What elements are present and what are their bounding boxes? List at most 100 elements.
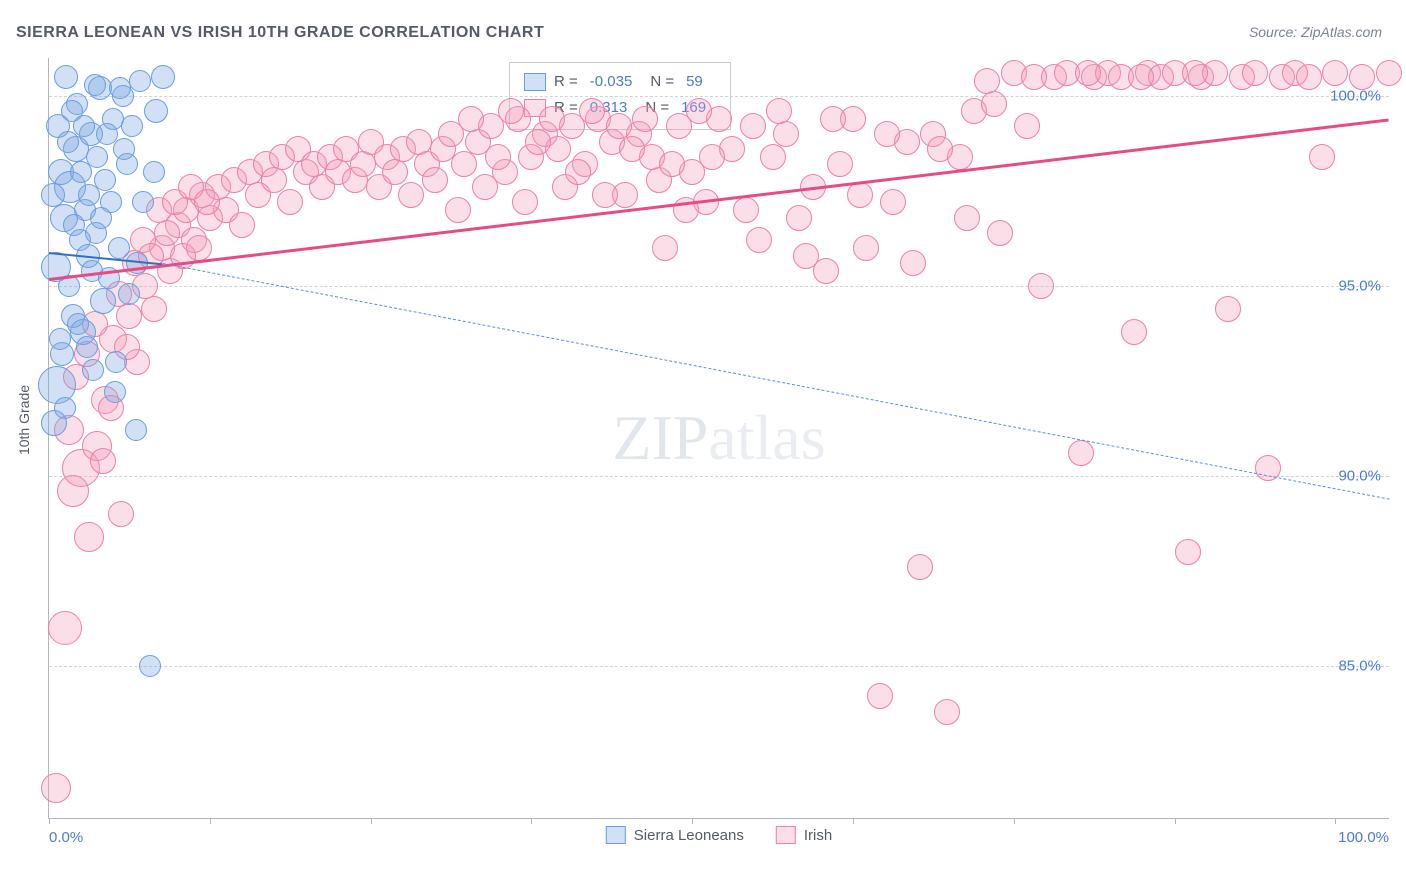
scatter-point-sierra (76, 336, 98, 358)
x-tick (853, 818, 854, 824)
scatter-point-irish (907, 554, 933, 580)
scatter-point-sierra (90, 288, 116, 314)
scatter-point-irish (1309, 144, 1335, 170)
scatter-point-irish (565, 159, 591, 185)
x-tick (49, 818, 50, 824)
scatter-point-irish (934, 699, 960, 725)
y-tick-label: 95.0% (1338, 278, 1381, 295)
scatter-point-irish (579, 98, 605, 124)
swatch-sierra (606, 826, 626, 844)
scatter-point-sierra (105, 351, 127, 373)
scatter-point-irish (954, 205, 980, 231)
scatter-point-irish (1021, 64, 1047, 90)
scatter-point-sierra (118, 283, 140, 305)
scatter-point-irish (498, 98, 524, 124)
scatter-point-irish (1296, 64, 1322, 90)
scatter-point-irish (686, 98, 712, 124)
scatter-point-irish (733, 197, 759, 223)
scatter-point-irish (154, 220, 180, 246)
y-axis-title: 10th Grade (16, 385, 32, 455)
scatter-point-irish (1175, 539, 1201, 565)
scatter-point-sierra (144, 99, 168, 123)
scatter-point-sierra (108, 237, 130, 259)
scatter-point-sierra (54, 65, 78, 89)
watermark-strong: ZIP (612, 402, 708, 473)
n-label: N = (650, 69, 674, 95)
scatter-point-irish (659, 151, 685, 177)
scatter-point-sierra (78, 184, 100, 206)
r-value-sierra: -0.035 (590, 69, 633, 95)
scatter-point-sierra (125, 419, 147, 441)
scatter-point-irish (699, 144, 725, 170)
scatter-point-irish (1322, 60, 1348, 86)
scatter-point-irish (900, 250, 926, 276)
scatter-point-sierra (67, 313, 89, 335)
scatter-point-irish (793, 243, 819, 269)
scatter-point-irish (229, 212, 255, 238)
legend-item-sierra: Sierra Leoneans (606, 826, 744, 844)
legend-label-irish: Irish (804, 827, 832, 844)
stats-row-sierra: R = -0.035 N = 59 (524, 69, 716, 95)
n-value-sierra: 59 (686, 69, 703, 95)
scatter-point-irish (853, 235, 879, 261)
scatter-point-sierra (84, 74, 106, 96)
series-legend: Sierra Leoneans Irish (606, 826, 832, 844)
scatter-point-sierra (113, 138, 135, 160)
scatter-point-irish (350, 151, 376, 177)
scatter-point-irish (740, 113, 766, 139)
scatter-point-irish (867, 683, 893, 709)
scatter-point-irish (1376, 60, 1402, 86)
gridline (49, 666, 1389, 667)
scatter-point-irish (108, 501, 134, 527)
legend-label-sierra: Sierra Leoneans (634, 827, 744, 844)
scatter-point-irish (619, 136, 645, 162)
scatter-point-irish (525, 129, 551, 155)
y-tick-label: 90.0% (1338, 468, 1381, 485)
scatter-point-sierra (132, 191, 154, 213)
scatter-point-irish (277, 189, 303, 215)
scatter-point-irish (1028, 273, 1054, 299)
scatter-point-irish (261, 167, 287, 193)
scatter-point-sierra (81, 260, 103, 282)
gridline (49, 476, 1389, 477)
scatter-point-sierra (54, 397, 76, 419)
scatter-point-irish (1349, 64, 1375, 90)
scatter-point-irish (1242, 60, 1268, 86)
scatter-point-irish (632, 106, 658, 132)
x-tick (1175, 818, 1176, 824)
x-tick (1014, 818, 1015, 824)
scatter-point-irish (90, 448, 116, 474)
scatter-point-irish (880, 189, 906, 215)
scatter-point-irish (194, 189, 220, 215)
gridline (49, 286, 1389, 287)
scatter-point-irish (652, 235, 678, 261)
scatter-point-irish (773, 121, 799, 147)
swatch-irish (776, 826, 796, 844)
scatter-point-sierra (41, 183, 65, 207)
x-axis-max-label: 100.0% (1338, 829, 1389, 846)
scatter-point-irish (141, 296, 167, 322)
scatter-point-irish (485, 144, 511, 170)
scatter-point-sierra (63, 214, 85, 236)
scatter-point-sierra (73, 115, 95, 137)
scatter-point-irish (422, 167, 448, 193)
scatter-point-irish (458, 106, 484, 132)
scatter-point-irish (472, 174, 498, 200)
scatter-point-irish (760, 144, 786, 170)
scatter-point-irish (382, 159, 408, 185)
scatter-point-irish (1215, 296, 1241, 322)
scatter-point-sierra (151, 65, 175, 89)
y-tick-label: 100.0% (1330, 88, 1381, 105)
scatter-point-sierra (109, 77, 131, 99)
scatter-point-sierra (86, 146, 108, 168)
scatter-point-irish (451, 151, 477, 177)
swatch-sierra (524, 73, 546, 91)
scatter-point-sierra (82, 359, 104, 381)
x-tick (371, 818, 372, 824)
scatter-point-sierra (139, 655, 161, 677)
scatter-point-irish (74, 522, 104, 552)
scatter-point-irish (1075, 60, 1101, 86)
x-axis-min-label: 0.0% (49, 829, 83, 846)
scatter-point-irish (186, 235, 212, 261)
scatter-point-irish (847, 182, 873, 208)
